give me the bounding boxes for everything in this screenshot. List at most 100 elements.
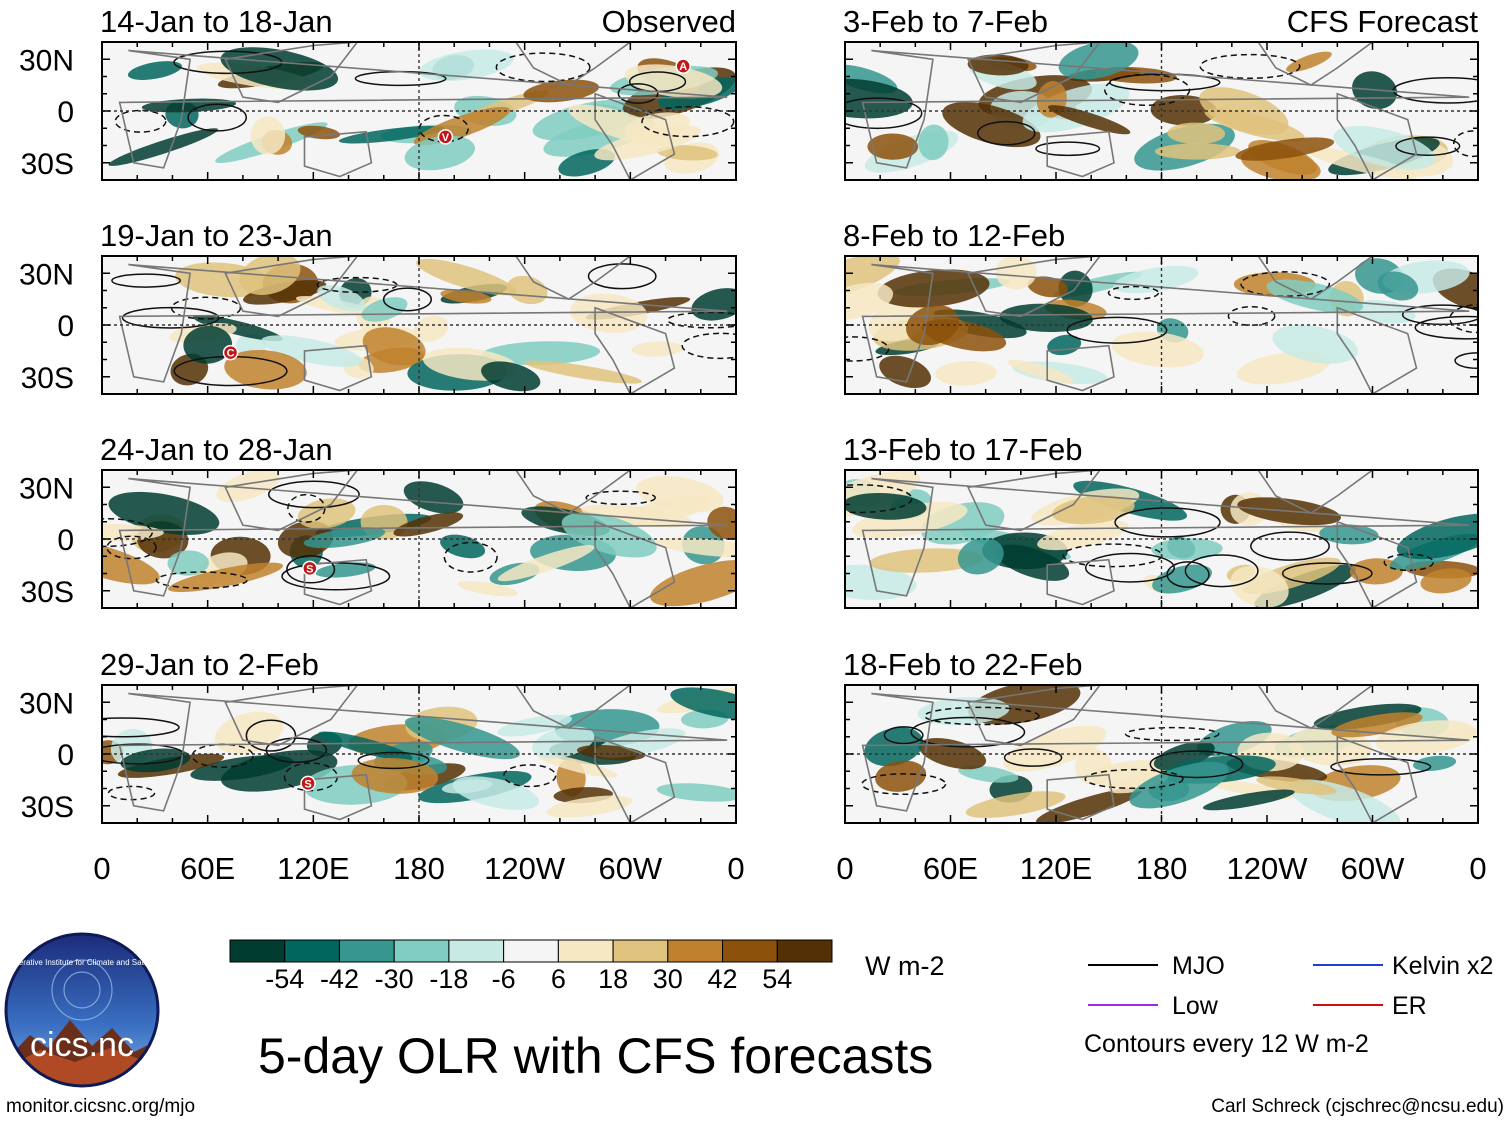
olr-anomaly-field — [102, 685, 736, 823]
y-axis-label: 0 — [57, 310, 74, 343]
olr-anomaly-field — [111, 256, 736, 394]
cicsnc-logo: Cooperative Institute for Climate and Sa… — [0, 932, 164, 1088]
y-axis-label: 30N — [19, 258, 74, 291]
colorbar-swatch — [722, 939, 778, 963]
legend-label-er: ER — [1392, 992, 1427, 1020]
colorbar-tick-label: -30 — [375, 964, 414, 994]
map-panel: 13-Feb to 17-Feb — [843, 432, 1479, 609]
olr-anomaly-field — [102, 470, 736, 608]
colorbar-tick-label: -42 — [320, 964, 359, 994]
svg-text:C: C — [227, 348, 235, 360]
y-axis-label: 30S — [21, 791, 74, 824]
colorbar-swatch — [448, 939, 505, 963]
x-axis-label: 120E — [277, 851, 349, 886]
colorbar-tick-label: 18 — [598, 964, 628, 994]
colorbar-swatch — [393, 939, 450, 963]
panel-title: 24-Jan to 28-Jan — [100, 432, 333, 467]
x-axis-label: 60E — [923, 851, 978, 886]
legend: MJO Kelvin x2 Low ER Contours every 12 W… — [1084, 952, 1493, 1058]
map-panel: 30N 0 30S 24-Jan to 28-Jan S — [19, 432, 737, 609]
y-axis-label: 30S — [21, 148, 74, 181]
legend-note: Contours every 12 W m-2 — [1084, 1030, 1369, 1058]
colorbar-tick-label: 30 — [653, 964, 683, 994]
legend-label-mjo: MJO — [1172, 952, 1225, 980]
column-label: Observed — [602, 4, 736, 39]
svg-text:V: V — [442, 132, 450, 144]
storm-marker: A — [675, 58, 691, 74]
colorbar-swatch — [557, 939, 614, 963]
colorbar-tick-label: -54 — [265, 964, 304, 994]
legend-label-kelvin: Kelvin x2 — [1392, 952, 1493, 980]
svg-text:S: S — [304, 778, 311, 790]
x-axis-labels: 0 60E 120E 180 120W 60W 0 0 60E 120E 180 120W 60W 0 — [93, 851, 1486, 886]
colorbar-swatch — [338, 939, 395, 963]
panel-title: 13-Feb to 17-Feb — [843, 432, 1083, 467]
map-panel: 18-Feb to 22-Feb — [843, 647, 1479, 824]
x-axis-label: 0 — [93, 851, 110, 886]
olr-anomaly-field — [861, 685, 1478, 823]
panel-title: 8-Feb to 12-Feb — [843, 218, 1065, 253]
y-axis-label: 0 — [57, 524, 74, 557]
map-panel: 8-Feb to 12-Feb — [843, 218, 1479, 395]
y-axis-label: 0 — [57, 96, 74, 129]
y-axis-label: 30S — [21, 362, 74, 395]
map-panel: 30N 0 30S 19-Jan to 23-Jan C — [19, 218, 737, 395]
y-axis-label: 30N — [19, 44, 74, 77]
x-axis-label: 60W — [1341, 851, 1405, 886]
footer-right: Carl Schreck (cjschrec@ncsu.edu) — [1211, 1096, 1504, 1117]
x-axis-label: 0 — [727, 851, 744, 886]
logo-text: cics.nc — [30, 1026, 134, 1064]
x-axis-label: 60E — [180, 851, 235, 886]
panel-title: 3-Feb to 7-Feb — [843, 4, 1048, 39]
olr-anomaly-field — [845, 42, 1478, 180]
olr-anomaly-field — [845, 256, 1478, 394]
colorbar-tick-label: 42 — [708, 964, 738, 994]
y-axis-label: 30N — [19, 472, 74, 505]
x-axis-label: 180 — [1136, 851, 1188, 886]
x-axis-label: 120E — [1020, 851, 1092, 886]
y-axis-label: 30S — [21, 576, 74, 609]
olr-anomaly-field — [108, 42, 736, 180]
logo-ring-text: Cooperative Institute for Climate and Sa… — [0, 958, 164, 967]
y-axis-label: 30N — [19, 687, 74, 720]
olr-anomaly-field — [845, 470, 1478, 608]
storm-marker: S — [302, 560, 318, 577]
colorbar-swatch — [776, 939, 833, 963]
map-panel: 3-Feb to 7-Feb CFS Forecast — [843, 4, 1479, 181]
x-axis-label: 0 — [836, 851, 853, 886]
colorbar-swatch — [229, 939, 286, 963]
storm-marker: S — [300, 775, 316, 792]
x-axis-label: 60W — [598, 851, 662, 886]
colorbar-tick-label: -6 — [492, 964, 516, 994]
map-panels: 30N 0 30S 14-Jan to 18-Jan Observed V A 30N 0 30S… — [19, 4, 1479, 824]
x-axis-label: 120W — [484, 851, 566, 886]
x-axis-label: 0 — [1469, 851, 1486, 886]
legend-label-low: Low — [1172, 992, 1219, 1020]
map-panel: 30N 0 30S 14-Jan to 18-Jan Observed V A — [19, 4, 737, 181]
colorbar-tick-label: 54 — [762, 964, 792, 994]
figure-title: 5-day OLR with CFS forecasts — [258, 1028, 933, 1084]
colorbar-swatch — [667, 939, 724, 963]
colorbar-unit: W m-2 — [865, 951, 944, 981]
x-axis-label: 180 — [393, 851, 445, 886]
column-label: CFS Forecast — [1287, 4, 1479, 39]
colorbar-tick-label: 6 — [551, 964, 566, 994]
footer-left: monitor.cicsnc.org/mjo — [6, 1096, 195, 1117]
colorbar: -54 -42 -30 -18 -6 6 18 30 42 54 — [229, 939, 833, 994]
panel-title: 19-Jan to 23-Jan — [100, 218, 333, 253]
panel-title: 29-Jan to 2-Feb — [100, 647, 319, 682]
colorbar-swatch — [284, 939, 340, 963]
svg-text:S: S — [306, 563, 313, 575]
svg-text:A: A — [679, 61, 687, 73]
map-panel: 30N 0 30S 29-Jan to 2-Feb S — [19, 647, 737, 824]
panel-title: 18-Feb to 22-Feb — [843, 647, 1083, 682]
colorbar-tick-label: -18 — [429, 964, 468, 994]
panel-title: 14-Jan to 18-Jan — [100, 4, 333, 39]
x-axis-label: 120W — [1227, 851, 1309, 886]
colorbar-swatch — [503, 939, 559, 963]
y-axis-label: 0 — [57, 739, 74, 772]
colorbar-swatch — [612, 939, 669, 963]
storm-marker: C — [222, 344, 239, 361]
storm-marker: V — [437, 129, 454, 145]
